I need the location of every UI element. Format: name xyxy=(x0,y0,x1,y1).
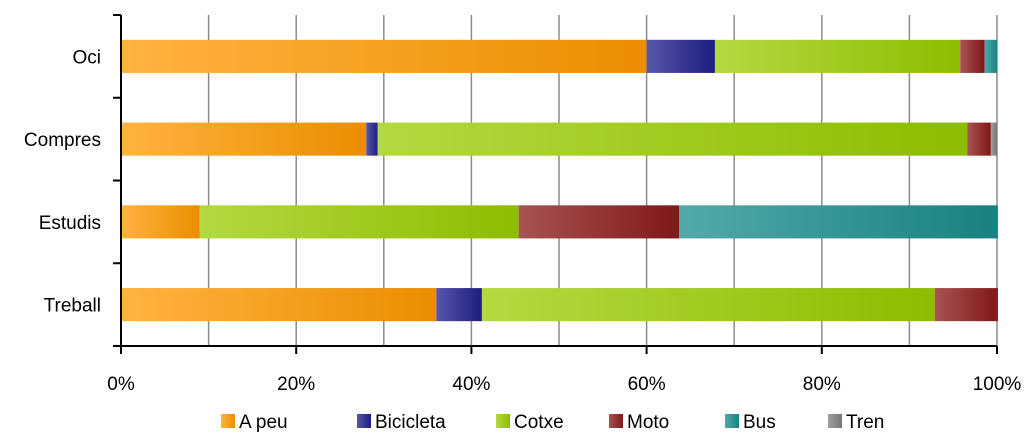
x-tick-label-80: 80% xyxy=(803,374,841,395)
bar-treball-bicicleta xyxy=(436,288,482,322)
legend-label: Bus xyxy=(743,412,776,433)
axes xyxy=(113,14,998,354)
bar-treball-moto xyxy=(934,288,998,322)
y-tick-label-oci: Oci xyxy=(73,47,102,68)
x-tick-label-60: 60% xyxy=(628,374,666,395)
legend-label: Tren xyxy=(846,412,884,433)
bars xyxy=(121,39,998,322)
legend-swatch xyxy=(609,414,623,428)
legend-label: A peu xyxy=(239,412,288,433)
y-tick-label-estudis: Estudis xyxy=(39,213,101,234)
bar-oci-a-peu xyxy=(121,39,647,73)
x-tick-label-20: 20% xyxy=(277,374,315,395)
legend-swatch xyxy=(496,414,510,428)
x-tick-label-100: 100% xyxy=(973,374,1022,395)
bar-compres-moto xyxy=(967,122,991,156)
legend-label: Moto xyxy=(627,412,669,433)
bar-estudis-a-peu xyxy=(121,205,200,239)
bar-compres-cotxe xyxy=(377,122,968,156)
legend-label: Bicicleta xyxy=(375,412,446,433)
bar-estudis-cotxe xyxy=(199,205,519,239)
legend-item-bus: Bus xyxy=(725,412,776,433)
legend-swatch xyxy=(828,414,842,428)
bar-estudis-bus xyxy=(679,205,998,239)
bar-oci-bus xyxy=(984,39,997,73)
y-tick-label-compres: Compres xyxy=(24,130,101,151)
bar-oci-moto xyxy=(960,39,985,73)
bar-oci-cotxe xyxy=(714,39,961,73)
bar-compres-bicicleta xyxy=(366,122,378,156)
legend-item-moto: Moto xyxy=(609,412,669,433)
legend-label: Cotxe xyxy=(514,412,564,433)
bar-treball-a-peu xyxy=(121,288,437,322)
legend-swatch xyxy=(357,414,371,428)
legend-swatch xyxy=(725,414,739,428)
legend-swatch xyxy=(221,414,235,428)
legend-item-tren: Tren xyxy=(828,412,884,433)
legend-item-cotxe: Cotxe xyxy=(496,412,564,433)
x-tick-label-0: 0% xyxy=(107,374,135,395)
x-tick-label-40: 40% xyxy=(452,374,490,395)
legend: A peu Bicicleta Cotxe Moto Bus Tren xyxy=(221,412,884,433)
bar-treball-cotxe xyxy=(481,288,935,322)
bar-compres-a-peu xyxy=(121,122,367,156)
bar-estudis-moto xyxy=(518,205,680,239)
legend-item-bicicleta: Bicicleta xyxy=(357,412,446,433)
bar-compres-tren xyxy=(990,122,997,156)
legend-item-a-peu: A peu xyxy=(221,412,288,433)
tick-labels: Oci Compres Estudis Treball 0% 20% 40% 60% 80% 10… xyxy=(24,47,1021,395)
y-tick-label-treball: Treball xyxy=(44,296,101,317)
bar-oci-bicicleta xyxy=(646,39,715,73)
